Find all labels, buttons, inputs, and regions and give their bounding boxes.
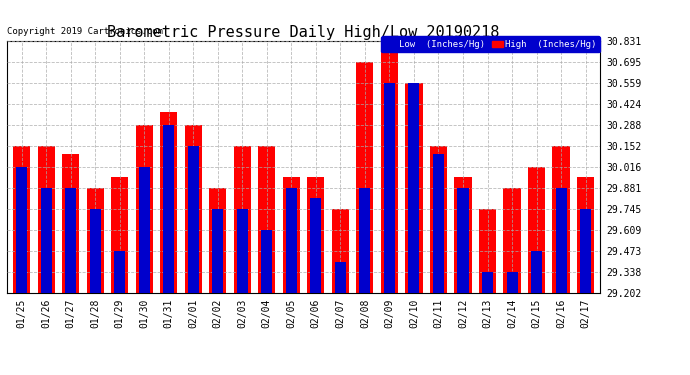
Bar [160,112,177,292]
Bar [479,209,496,292]
Bar [86,188,104,292]
Bar [262,230,273,292]
Bar [213,209,224,292]
Bar [258,146,275,292]
Bar [555,188,566,292]
Bar [237,209,248,292]
Legend: Low  (Inches/Hg), High  (Inches/Hg): Low (Inches/Hg), High (Inches/Hg) [382,36,600,52]
Bar [528,167,545,292]
Bar [286,188,297,292]
Bar [580,209,591,292]
Bar [65,188,76,292]
Bar [430,146,447,292]
Bar [356,62,373,292]
Bar [283,177,300,292]
Bar [62,154,79,292]
Bar [164,125,175,292]
Bar [310,198,322,292]
Bar [90,209,101,292]
Bar [114,251,125,292]
Bar [506,272,518,292]
Title: Barometric Pressure Daily High/Low 20190218: Barometric Pressure Daily High/Low 20190… [108,25,500,40]
Bar [13,146,30,292]
Bar [209,188,226,292]
Bar [37,146,55,292]
Bar [482,272,493,292]
Bar [185,125,202,292]
Bar [234,146,251,292]
Bar [41,188,52,292]
Bar [359,188,371,292]
Bar [405,83,422,292]
Bar [433,154,444,292]
Bar [139,167,150,292]
Bar [335,262,346,292]
Bar [384,83,395,292]
Text: Copyright 2019 Cartronics.com: Copyright 2019 Cartronics.com [7,27,163,36]
Bar [408,83,420,292]
Bar [455,177,471,292]
Bar [332,209,349,292]
Bar [16,167,27,292]
Bar [136,125,152,292]
Bar [307,177,324,292]
Bar [577,177,594,292]
Bar [531,251,542,292]
Bar [111,177,128,292]
Bar [457,188,469,292]
Bar [381,41,398,292]
Bar [504,188,521,292]
Bar [553,146,570,292]
Bar [188,146,199,292]
